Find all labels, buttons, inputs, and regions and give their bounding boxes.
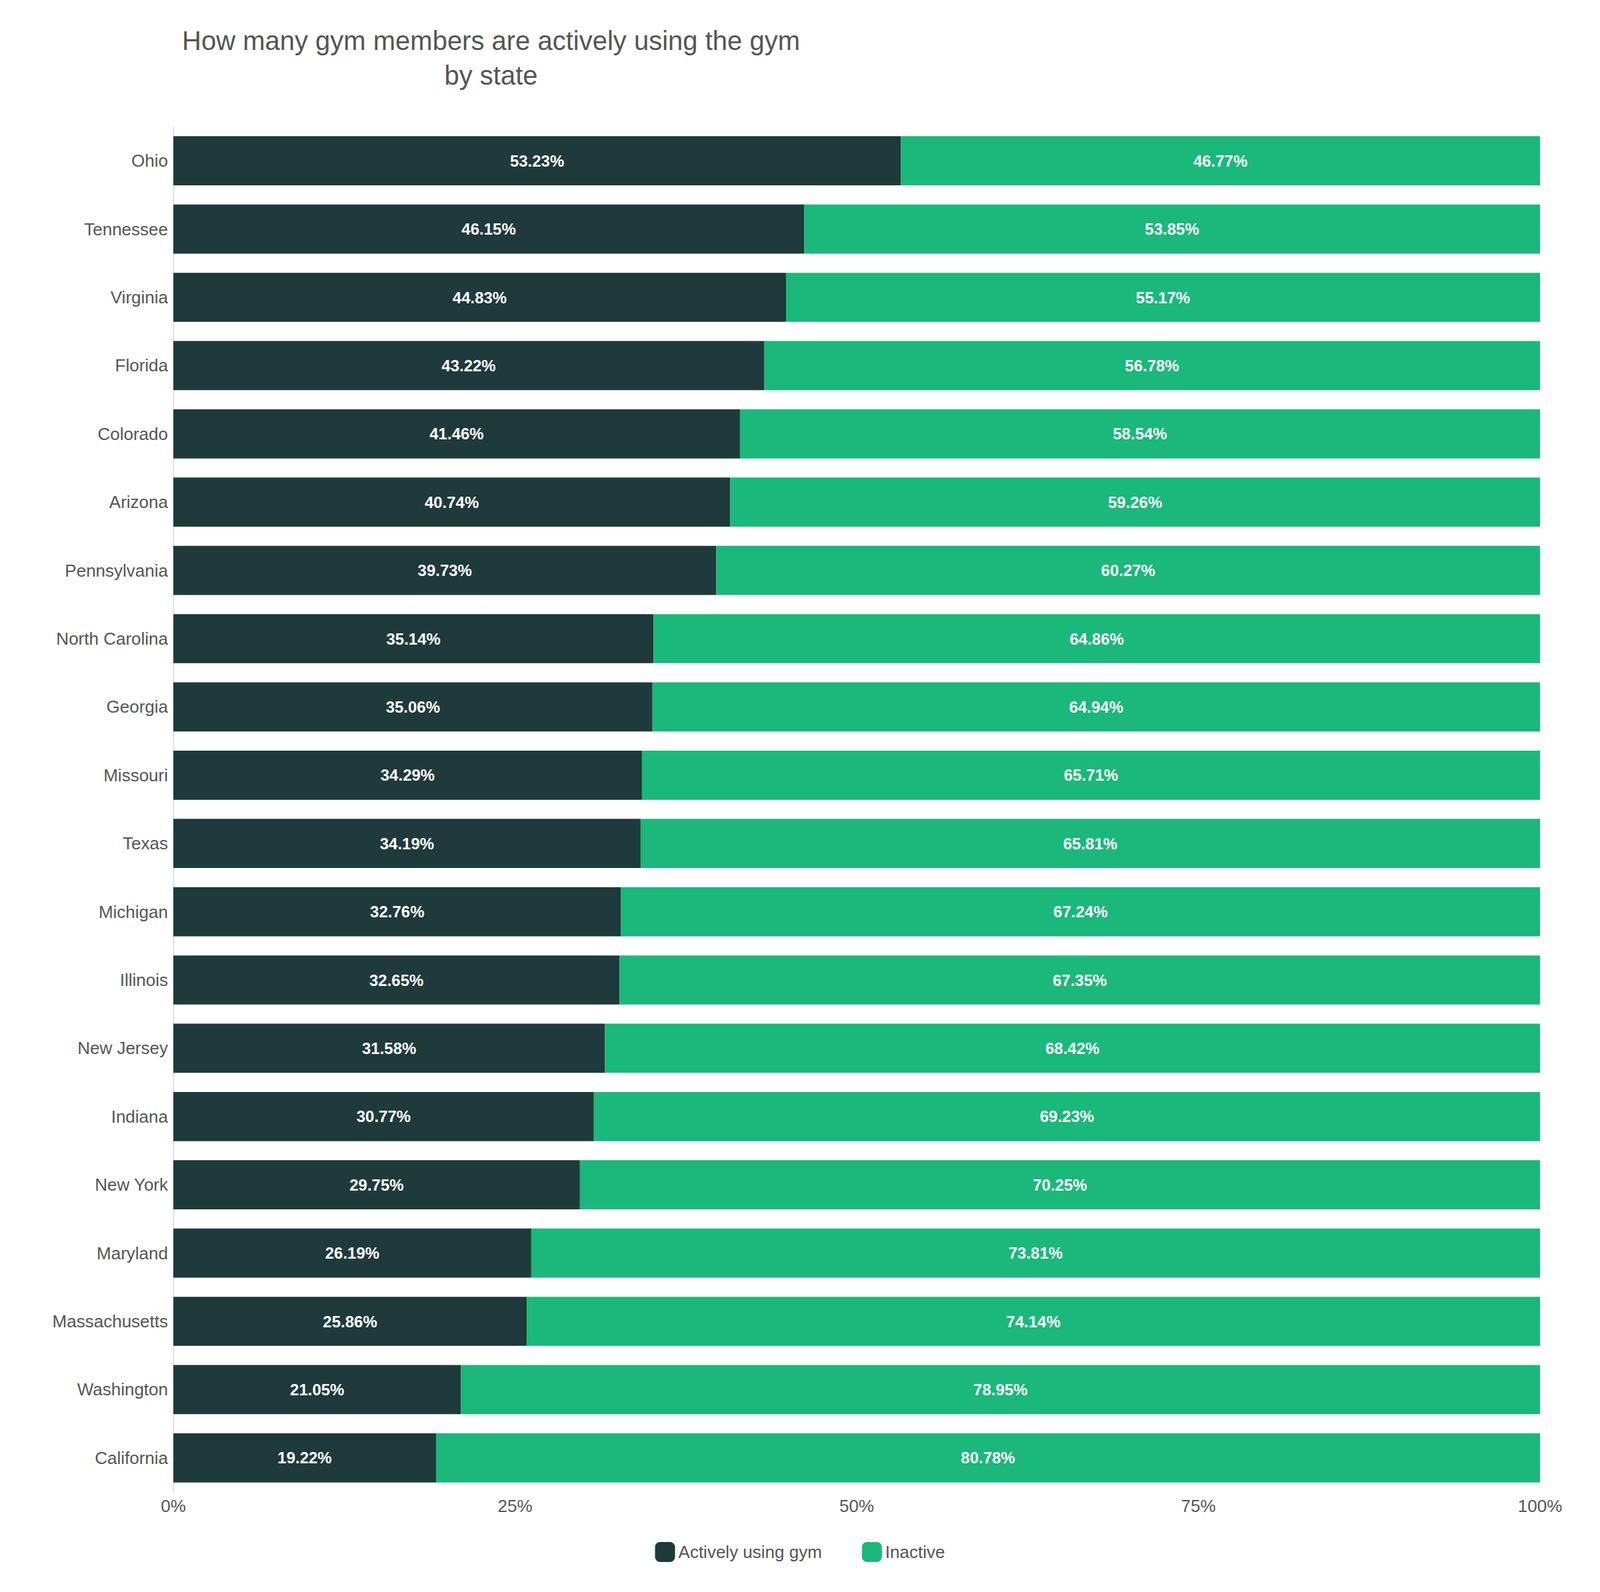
svg-text:35.14%: 35.14%	[386, 630, 440, 648]
svg-text:Illinois: Illinois	[120, 970, 168, 990]
svg-text:New Jersey: New Jersey	[77, 1038, 168, 1058]
svg-text:25.86%: 25.86%	[322, 1312, 377, 1331]
svg-text:40.74%: 40.74%	[424, 493, 479, 512]
svg-text:Florida: Florida	[115, 355, 169, 376]
svg-text:Colorado: Colorado	[97, 424, 168, 444]
svg-text:64.86%: 64.86%	[1069, 630, 1124, 648]
svg-text:by state: by state	[444, 60, 538, 90]
svg-text:34.19%: 34.19%	[380, 834, 434, 853]
svg-text:California: California	[94, 1448, 168, 1468]
svg-text:Arizona: Arizona	[109, 492, 169, 512]
svg-text:46.77%: 46.77%	[1193, 152, 1248, 170]
svg-text:53.23%: 53.23%	[510, 152, 564, 170]
svg-text:30.77%: 30.77%	[356, 1107, 411, 1126]
svg-text:Inactive: Inactive	[885, 1542, 946, 1562]
svg-text:Georgia: Georgia	[106, 696, 169, 717]
svg-text:Missouri: Missouri	[103, 765, 168, 786]
svg-text:80.78%: 80.78%	[960, 1448, 1015, 1467]
svg-text:44.83%: 44.83%	[452, 288, 507, 307]
svg-text:North Carolina: North Carolina	[56, 628, 168, 649]
svg-text:31.58%: 31.58%	[362, 1039, 416, 1058]
svg-text:Ohio: Ohio	[131, 150, 168, 171]
svg-text:Actively using gym: Actively using gym	[678, 1542, 822, 1562]
svg-text:Indiana: Indiana	[111, 1106, 169, 1127]
svg-text:0%: 0%	[160, 1496, 186, 1516]
svg-text:67.24%: 67.24%	[1053, 902, 1108, 921]
svg-text:56.78%: 56.78%	[1124, 356, 1179, 375]
svg-text:19.22%: 19.22%	[277, 1448, 332, 1467]
svg-text:Maryland: Maryland	[96, 1243, 168, 1264]
svg-text:Virginia: Virginia	[110, 287, 169, 308]
svg-text:73.81%: 73.81%	[1008, 1244, 1063, 1262]
svg-text:55.17%: 55.17%	[1136, 288, 1190, 307]
svg-text:21.05%: 21.05%	[290, 1380, 344, 1399]
svg-text:68.42%: 68.42%	[1045, 1039, 1100, 1058]
svg-text:67.35%: 67.35%	[1052, 971, 1107, 990]
svg-text:58.54%: 58.54%	[1112, 424, 1167, 443]
svg-text:78.95%: 78.95%	[973, 1380, 1028, 1399]
svg-text:25%: 25%	[497, 1496, 532, 1516]
svg-text:53.85%: 53.85%	[1144, 220, 1199, 238]
svg-text:69.23%: 69.23%	[1040, 1107, 1094, 1126]
svg-text:Massachusetts: Massachusetts	[52, 1311, 168, 1332]
svg-text:Pennsylvania: Pennsylvania	[64, 560, 168, 581]
svg-text:65.81%: 65.81%	[1063, 834, 1118, 853]
svg-text:100%: 100%	[1518, 1496, 1563, 1516]
svg-text:26.19%: 26.19%	[325, 1244, 380, 1262]
svg-text:41.46%: 41.46%	[429, 424, 484, 443]
svg-text:32.65%: 32.65%	[369, 971, 424, 990]
svg-text:Texas: Texas	[122, 833, 168, 854]
svg-text:74.14%: 74.14%	[1006, 1312, 1060, 1331]
svg-text:50%: 50%	[839, 1496, 874, 1516]
svg-text:34.29%: 34.29%	[380, 766, 435, 784]
svg-text:75%: 75%	[1180, 1496, 1216, 1516]
svg-text:59.26%: 59.26%	[1108, 493, 1162, 512]
svg-text:35.06%: 35.06%	[386, 698, 440, 716]
svg-text:65.71%: 65.71%	[1064, 766, 1118, 784]
svg-text:New York: New York	[94, 1174, 169, 1195]
svg-text:Tennessee: Tennessee	[84, 219, 168, 240]
svg-text:How many gym members are activ: How many gym members are actively using …	[182, 26, 800, 56]
svg-text:64.94%: 64.94%	[1069, 698, 1124, 716]
svg-text:46.15%: 46.15%	[461, 220, 516, 238]
svg-text:Michigan: Michigan	[98, 902, 168, 922]
svg-text:32.76%: 32.76%	[370, 902, 424, 921]
svg-text:60.27%: 60.27%	[1101, 561, 1156, 580]
svg-text:29.75%: 29.75%	[349, 1176, 404, 1194]
svg-text:70.25%: 70.25%	[1032, 1176, 1087, 1194]
svg-text:39.73%: 39.73%	[418, 561, 472, 580]
svg-text:43.22%: 43.22%	[441, 356, 496, 375]
svg-text:Washington: Washington	[77, 1379, 168, 1400]
